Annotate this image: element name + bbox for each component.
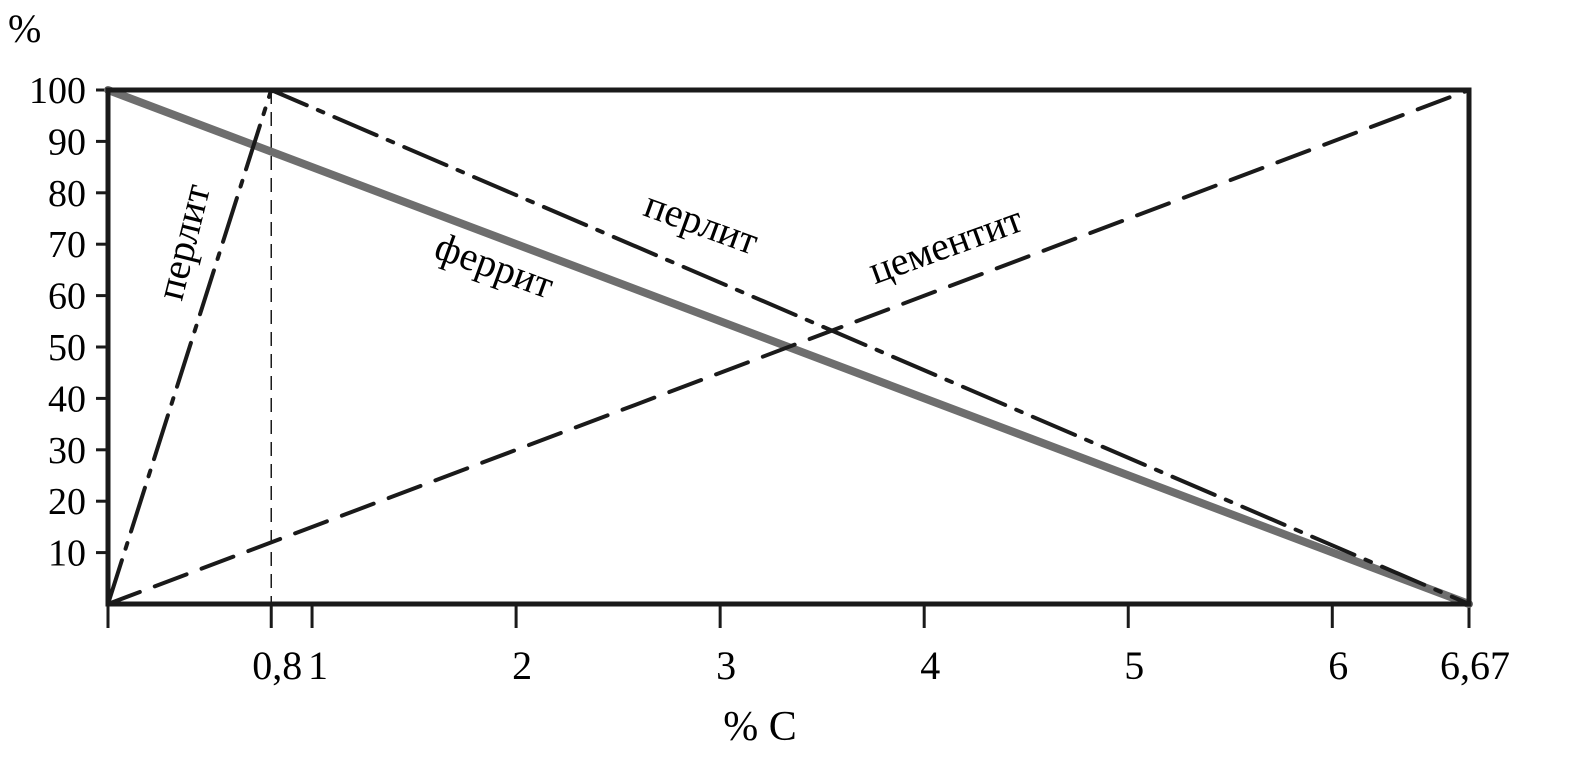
y-tick-label-100: 100 <box>29 70 86 112</box>
y-tick-label-10: 10 <box>48 533 86 575</box>
y-tick-label-50: 50 <box>48 327 86 369</box>
y-tick-label-30: 30 <box>48 430 86 472</box>
y-tick-label-20: 20 <box>48 481 86 523</box>
y-axis-ticks: 10 20 30 40 50 60 70 80 90 100 <box>29 70 108 575</box>
y-tick-label-70: 70 <box>48 224 86 266</box>
x-tick-label-3: 3 <box>716 643 736 688</box>
y-tick-label-40: 40 <box>48 378 86 420</box>
y-tick-label-60: 60 <box>48 276 86 318</box>
x-tick-label-2: 2 <box>512 643 532 688</box>
x-tick-label-0,8: 0,8 <box>252 643 302 688</box>
x-tick-label-6,67: 6,67 <box>1440 643 1510 688</box>
y-axis-title: % <box>8 6 41 51</box>
x-tick-label-5: 5 <box>1124 643 1144 688</box>
y-tick-label-90: 90 <box>48 121 86 163</box>
annotation-cementit: цементит <box>863 196 1029 293</box>
x-axis-ticks: 0,8 1 2 3 4 5 6 6,67 <box>106 604 1510 688</box>
x-axis-title: % C <box>723 704 797 750</box>
series-group <box>104 86 1473 608</box>
annotation-perlit-right: перлит <box>639 181 765 263</box>
x-tick-label-1: 1 <box>308 643 328 688</box>
x-tick-label-4: 4 <box>920 643 940 688</box>
series-line-2 <box>106 88 1471 606</box>
plot-frame <box>105 87 1472 607</box>
x-tick-label-6: 6 <box>1328 643 1348 688</box>
y-tick-label-80: 80 <box>48 173 86 215</box>
